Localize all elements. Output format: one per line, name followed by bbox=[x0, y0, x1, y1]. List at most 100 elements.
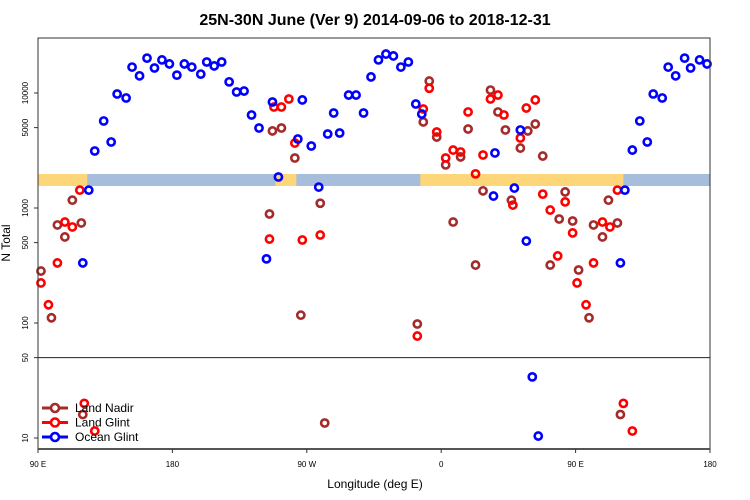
data-point bbox=[106, 137, 117, 147]
data-point bbox=[322, 129, 333, 139]
data-point bbox=[412, 319, 423, 329]
data-point bbox=[381, 49, 391, 59]
x-tick-label: 90 E bbox=[567, 460, 583, 469]
series-ocean-glint bbox=[77, 49, 712, 441]
data-point bbox=[679, 53, 690, 64]
data-point bbox=[615, 409, 626, 420]
data-point bbox=[424, 83, 435, 94]
data-point bbox=[77, 258, 88, 268]
data-point bbox=[276, 123, 287, 133]
data-point bbox=[488, 191, 499, 201]
data-point bbox=[522, 126, 533, 136]
data-point bbox=[127, 62, 137, 72]
x-axis-label: Longitude (deg E) bbox=[327, 477, 422, 491]
data-point bbox=[89, 426, 100, 436]
data-point bbox=[295, 310, 306, 321]
x-tick-label: 0 bbox=[439, 460, 444, 469]
data-point bbox=[694, 55, 705, 65]
data-point bbox=[164, 59, 175, 69]
data-point bbox=[485, 94, 496, 104]
data-point bbox=[267, 97, 278, 107]
data-point bbox=[315, 230, 326, 240]
data-points bbox=[36, 49, 712, 441]
data-point bbox=[627, 426, 638, 436]
data-point bbox=[195, 69, 206, 79]
data-point bbox=[506, 195, 517, 206]
data-point bbox=[685, 63, 696, 73]
data-point bbox=[186, 62, 197, 72]
data-point bbox=[530, 95, 541, 105]
data-point bbox=[567, 216, 578, 226]
data-point bbox=[431, 132, 442, 142]
data-point bbox=[663, 62, 674, 72]
data-point bbox=[67, 222, 78, 232]
data-point bbox=[478, 185, 488, 196]
data-point bbox=[334, 128, 345, 138]
data-point bbox=[264, 209, 275, 219]
data-point bbox=[605, 222, 615, 232]
data-point bbox=[567, 228, 578, 238]
data-point bbox=[533, 431, 544, 441]
data-point bbox=[343, 90, 354, 100]
legend-item: Land Glint bbox=[42, 416, 130, 430]
data-point bbox=[440, 153, 451, 163]
data-point bbox=[157, 55, 167, 65]
x-tick-label: 90 W bbox=[297, 460, 316, 469]
y-tick-label: 500 bbox=[21, 235, 30, 249]
legend-label: Ocean Glint bbox=[75, 430, 139, 444]
data-point bbox=[642, 137, 653, 147]
y-tick-label: 100 bbox=[21, 316, 30, 330]
data-point bbox=[521, 236, 532, 246]
data-point bbox=[224, 76, 235, 87]
data-point bbox=[537, 189, 548, 200]
data-point bbox=[702, 59, 712, 69]
data-point bbox=[612, 185, 623, 196]
data-point bbox=[537, 151, 548, 161]
data-point bbox=[493, 90, 503, 100]
data-point bbox=[388, 51, 399, 61]
data-point bbox=[254, 123, 264, 133]
data-point bbox=[515, 125, 526, 135]
data-point bbox=[112, 89, 123, 99]
y-tick-label: 10000 bbox=[21, 81, 30, 104]
data-point bbox=[515, 133, 526, 143]
data-point bbox=[470, 260, 481, 270]
y-tick-label: 50 bbox=[21, 353, 30, 362]
data-point bbox=[597, 217, 608, 227]
legend-marker bbox=[49, 431, 61, 443]
legend-label: Land Nadir bbox=[75, 401, 134, 415]
data-point bbox=[267, 126, 278, 136]
data-point bbox=[36, 266, 46, 276]
data-point bbox=[351, 90, 361, 100]
data-point bbox=[463, 107, 473, 117]
data-point bbox=[319, 418, 330, 428]
data-point bbox=[52, 220, 63, 230]
series-land-nadir bbox=[36, 76, 626, 428]
data-point bbox=[418, 117, 429, 127]
y-axis-ticks: 10 50 100 500 1000 5000 10000 bbox=[21, 81, 38, 442]
legend-marker bbox=[49, 402, 61, 414]
data-point bbox=[485, 85, 496, 95]
data-point bbox=[470, 168, 481, 179]
data-point bbox=[89, 146, 100, 156]
data-point bbox=[76, 218, 87, 228]
data-point bbox=[588, 258, 599, 268]
chart-title: 25N-30N June (Ver 9) 2014-09-06 to 2018-… bbox=[199, 12, 550, 29]
data-point bbox=[313, 182, 324, 192]
data-point bbox=[77, 409, 88, 420]
y-tick-label: 10 bbox=[21, 433, 30, 442]
x-axis-ticks: 90 E 180 90 W 0 90 E 180 bbox=[30, 449, 717, 469]
data-point bbox=[416, 109, 427, 119]
data-point bbox=[597, 232, 608, 242]
data-point bbox=[560, 196, 571, 207]
data-point bbox=[418, 104, 429, 114]
data-point bbox=[615, 258, 626, 268]
data-point bbox=[515, 143, 526, 153]
land-strip-segment bbox=[38, 174, 88, 186]
data-point bbox=[507, 200, 518, 210]
data-point bbox=[500, 125, 511, 135]
series-land-glint bbox=[36, 83, 638, 436]
land-strip-segment bbox=[275, 174, 297, 186]
